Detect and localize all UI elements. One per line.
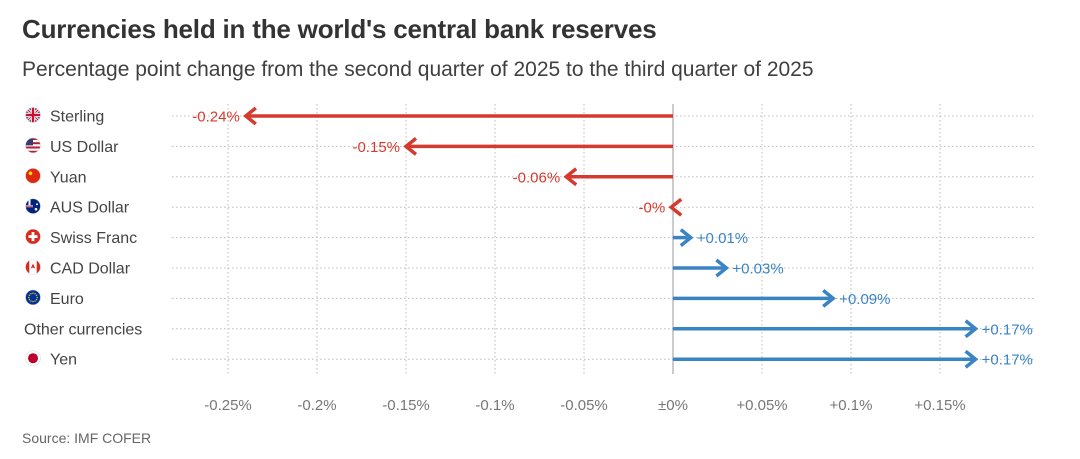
chart-subtitle: Percentage point change from the second … [22,58,814,81]
data-label: -0.15% [352,139,400,156]
bar-arrowhead [242,106,257,126]
category-label: AUS Dollar [50,200,130,217]
category-label: Other currencies [24,321,142,338]
data-label: +0.17% [982,352,1033,369]
bar-arrowhead [822,289,837,308]
bar-arrowhead [679,228,694,247]
eu-flag-icon [25,289,41,306]
data-label: -0.24% [192,109,240,126]
x-tick-label: +0.05% [736,397,787,414]
uk-flag-icon [25,107,41,123]
x-tick-label: -0.2% [297,397,336,414]
source-note: Source: IMF COFER [22,430,152,446]
x-tick-label: -0.1% [475,397,514,414]
x-tick-label: -0.05% [560,397,608,414]
bar-arrowhead [668,197,683,217]
category-label: Swiss Franc [50,230,137,247]
data-label: +0.17% [982,321,1033,338]
category-label: Yuan [50,169,86,186]
category-label: Euro [50,291,84,308]
x-tick-label: ±0% [658,397,688,414]
x-tick-label: +0.1% [830,397,873,414]
australia-flag-icon [25,198,41,214]
bar-arrowhead [964,349,979,369]
category-label: CAD Dollar [50,261,131,278]
x-tick-label: -0.25% [204,397,252,414]
bar-arrowhead [403,137,418,156]
canada-flag-icon [25,259,41,275]
category-label: US Dollar [50,139,119,156]
japan-flag-icon [25,350,41,367]
data-label: +0.03% [732,261,783,278]
bar-chart: -0.25% -0.2% -0.15% -0.1% -0.05% ±0% +0.05% +0.… [24,104,1034,414]
category-label: Yen [50,352,77,369]
data-label: +0.01% [697,230,748,247]
data-label: -0.06% [513,169,561,186]
bar-arrowhead [563,167,578,187]
bar-arrowhead [964,319,979,339]
data-label: +0.09% [839,291,890,308]
category-label: Sterling [50,109,104,126]
data-label: -0% [639,200,666,217]
bar-arrowhead [715,258,730,278]
us-flag-icon [25,137,41,154]
chart-title: Currencies held in the world's central b… [22,14,657,44]
china-flag-icon [25,168,41,184]
x-tick-label: +0.15% [914,397,965,414]
swiss-flag-icon [25,228,41,245]
x-tick-label: -0.15% [382,397,430,414]
